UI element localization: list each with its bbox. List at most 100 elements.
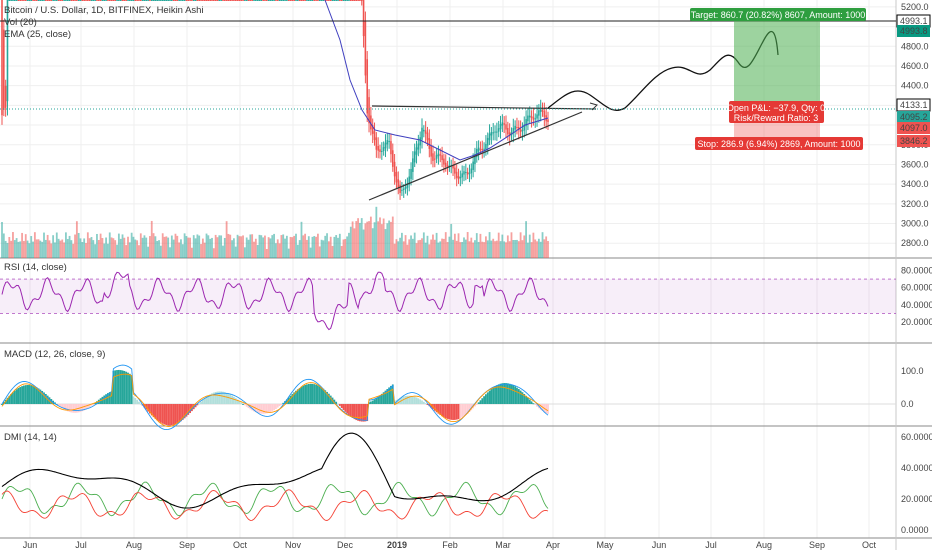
- macd-histogram-bar: [337, 403, 339, 405]
- candle-body: [391, 150, 394, 167]
- macd-histogram-bar: [433, 404, 436, 411]
- target-label: Target: 860.7 (20.82%) 8607, Amount: 100…: [691, 10, 866, 20]
- volume-bar: [30, 236, 33, 258]
- macd-histogram-bar: [150, 404, 153, 416]
- candle-body: [160, 0, 162, 1]
- macd-histogram-bar: [437, 404, 440, 414]
- macd-histogram-bar: [386, 389, 389, 404]
- candle-body: [359, 0, 361, 1]
- volume-bar: [306, 239, 308, 258]
- candle-body: [344, 0, 347, 1]
- candle-body: [428, 138, 431, 149]
- macd-histogram-bar: [187, 404, 190, 415]
- volume-bar: [437, 242, 440, 258]
- volume-bar: [364, 223, 367, 258]
- volume-bar: [41, 241, 44, 258]
- volume-bar: [119, 238, 122, 258]
- triangle-lower-line[interactable]: [368, 111, 583, 201]
- candle-body: [74, 0, 76, 1]
- macd-histogram-bar: [300, 386, 303, 404]
- candle-body: [52, 0, 54, 1]
- volume-bar: [234, 246, 237, 258]
- macd-histogram-bar: [289, 395, 292, 404]
- macd-histogram-bar: [315, 384, 317, 404]
- volume-bar: [335, 235, 338, 258]
- volume-bar: [401, 232, 403, 258]
- volume-bar: [50, 243, 53, 258]
- dmi-pane[interactable]: [1, 432, 549, 521]
- macd-pane[interactable]: [0, 364, 896, 431]
- volume-bar: [411, 238, 414, 258]
- position-overlay[interactable]: Target: 860.7 (20.82%) 8607, Amount: 100…: [690, 8, 866, 150]
- x-tick-label: 2019: [387, 540, 407, 550]
- target-label-box[interactable]: [690, 8, 866, 21]
- candle-body: [97, 0, 100, 1]
- macd-histogram-bar: [74, 404, 76, 413]
- candle-body: [278, 0, 281, 1]
- macd-histogram-bar: [371, 400, 374, 404]
- macd-histogram-bar: [66, 404, 69, 412]
- candle-body: [461, 173, 463, 178]
- macd-histogram-bar: [318, 386, 321, 404]
- price-tag-label: 4993.1: [900, 16, 928, 26]
- macd-histogram-bar: [380, 393, 383, 404]
- volume-bar: [455, 240, 458, 258]
- macd-histogram-bar: [351, 404, 354, 419]
- volume-bar: [167, 237, 170, 258]
- rsi-pane[interactable]: [0, 271, 896, 331]
- macd-histogram-bar: [139, 403, 142, 405]
- volume-bar: [404, 235, 407, 258]
- stop-label-box[interactable]: [695, 137, 863, 150]
- x-tick-label: Jul: [75, 540, 87, 550]
- macd-histogram-bar: [530, 401, 533, 404]
- candle-body: [496, 131, 498, 133]
- macd-histogram-bar: [1, 404, 3, 405]
- macd-histogram-bar: [485, 394, 487, 404]
- candle-body: [114, 0, 117, 1]
- volume-bar: [293, 235, 296, 258]
- volume-bar: [408, 239, 411, 258]
- volume-bar: [127, 236, 129, 258]
- candle-body: [77, 0, 80, 1]
- volume-bar: [461, 241, 464, 258]
- candle-body: [202, 0, 204, 1]
- volume-bar: [309, 247, 312, 258]
- macd-histogram-bar: [185, 404, 188, 417]
- macd-histogram-bar: [532, 403, 535, 405]
- volume-bar: [276, 239, 279, 258]
- macd-histogram-bar: [211, 393, 213, 404]
- volume-bar: [388, 220, 391, 258]
- volume-bar: [236, 234, 239, 258]
- macd-histogram-bar: [236, 399, 239, 404]
- macd-histogram-bar: [506, 383, 509, 404]
- candle-body: [485, 143, 487, 150]
- volume-bar: [547, 241, 549, 258]
- candle-body: [439, 154, 442, 156]
- candle-body: [335, 0, 337, 1]
- volume-bar: [150, 220, 153, 258]
- volume-bar: [397, 241, 400, 258]
- candle-body: [150, 0, 153, 1]
- volume-bar: [43, 232, 45, 258]
- volume-bar: [448, 236, 451, 258]
- macd-histogram-bar: [178, 404, 181, 423]
- target-zone[interactable]: [734, 21, 820, 109]
- macd-histogram-bar: [369, 401, 372, 404]
- volume-bar: [366, 221, 369, 258]
- volume-bar: [399, 237, 401, 258]
- pl-label-box[interactable]: [729, 101, 824, 123]
- macd-histogram-bar: [364, 404, 367, 422]
- price-pane[interactable]: [0, 0, 896, 258]
- macd-histogram-bar: [65, 404, 67, 411]
- volume-bar: [512, 239, 515, 258]
- volume-bar: [446, 242, 449, 258]
- volume-bar: [81, 242, 84, 258]
- volume-bar: [479, 233, 482, 258]
- volume-bar: [282, 234, 285, 258]
- candle-body: [251, 0, 253, 1]
- candle-body: [227, 0, 230, 1]
- volume-bar: [207, 235, 210, 258]
- candle-body: [180, 0, 182, 1]
- macd-histogram-bar: [512, 385, 515, 404]
- macd-histogram-bar: [163, 404, 166, 425]
